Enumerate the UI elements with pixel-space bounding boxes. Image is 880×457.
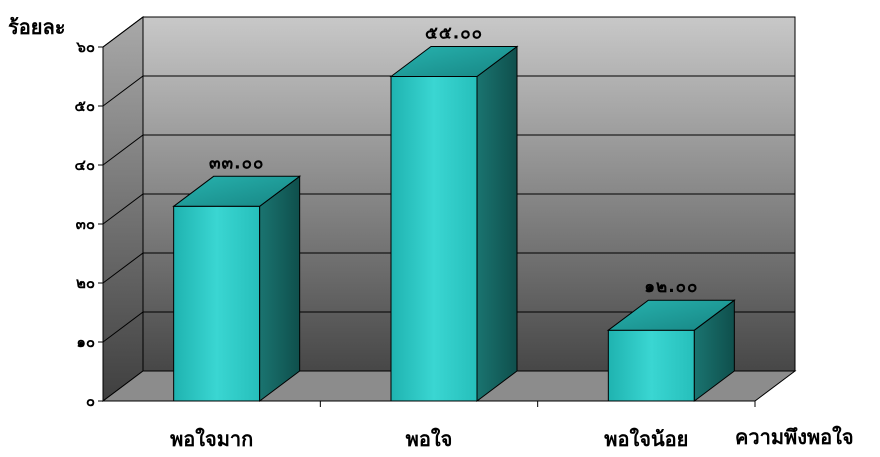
x-axis-title: ความพึงพอใจ bbox=[735, 425, 854, 449]
bar-top bbox=[172, 175, 302, 207]
gridline bbox=[102, 252, 795, 284]
y-tick-label: ๒๐ bbox=[76, 274, 95, 292]
bar-front bbox=[390, 76, 478, 402]
category-label: พอใจ bbox=[406, 427, 453, 451]
category-label: พอใจมาก bbox=[170, 427, 253, 451]
category-labels: พอใจมาก พอใจ พอใจน้อย bbox=[170, 427, 688, 451]
y-tick-label: ๓๐ bbox=[76, 215, 95, 233]
y-tick-label: ๑๐ bbox=[76, 333, 95, 351]
bar bbox=[606, 299, 736, 402]
y-tick-label: ๖๐ bbox=[75, 38, 95, 56]
bar-top bbox=[606, 299, 736, 331]
bar bbox=[172, 175, 302, 402]
data-label: ๓๓.๐๐ bbox=[209, 153, 264, 173]
bar-top bbox=[389, 46, 519, 77]
y-axis-ticks: ๐ ๑๐ ๒๐ ๓๐ ๔๐ ๕๐ ๖๐ bbox=[74, 38, 103, 410]
gridline bbox=[102, 75, 795, 107]
gridline bbox=[102, 193, 795, 225]
y-tick-label: ๕๐ bbox=[74, 97, 95, 115]
gridline bbox=[102, 16, 795, 48]
gridline bbox=[102, 134, 795, 166]
bar-front bbox=[607, 329, 695, 402]
bar bbox=[389, 45, 519, 402]
y-tick-label: ๐ bbox=[86, 392, 95, 410]
category-label: พอใจน้อย bbox=[604, 427, 688, 451]
gridlines bbox=[102, 16, 795, 343]
bars bbox=[172, 45, 736, 402]
bar-side bbox=[476, 45, 518, 402]
y-axis-title: ร้อยละ bbox=[8, 15, 65, 39]
bar-front bbox=[173, 205, 261, 402]
gridline bbox=[102, 311, 795, 343]
data-label: ๕๕.๐๐ bbox=[425, 24, 483, 44]
data-label: ๑๒.๐๐ bbox=[644, 277, 698, 297]
y-tick-label: ๔๐ bbox=[74, 156, 95, 174]
bar-side bbox=[259, 175, 301, 402]
